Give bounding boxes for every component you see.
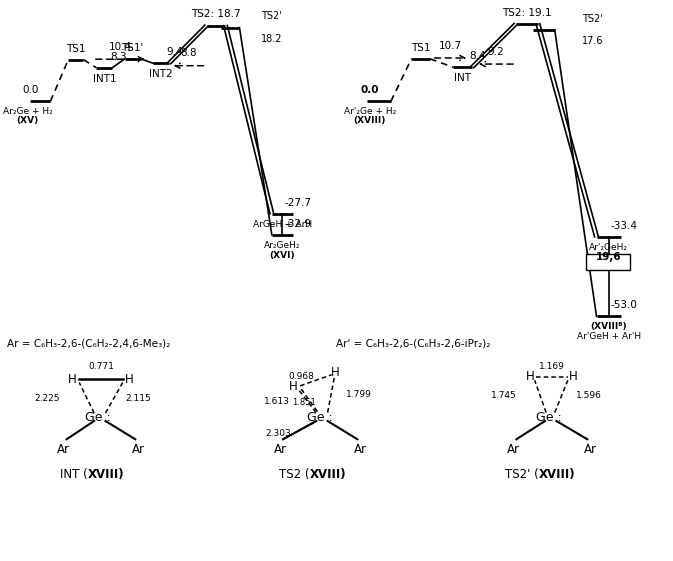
- Text: XVIII): XVIII): [87, 468, 124, 481]
- Text: 1.613: 1.613: [264, 397, 290, 406]
- Text: TS2': TS2': [261, 11, 282, 21]
- Text: 8.8: 8.8: [180, 48, 197, 58]
- Text: INT1: INT1: [92, 74, 116, 84]
- Text: Ar₂Ge + H₂: Ar₂Ge + H₂: [3, 108, 52, 117]
- Text: XVIII): XVIII): [310, 468, 346, 481]
- Text: (XV): (XV): [17, 116, 39, 125]
- Text: 8.4: 8.4: [469, 51, 486, 61]
- Text: 1.596: 1.596: [576, 392, 602, 401]
- Text: Ge :: Ge :: [85, 411, 110, 424]
- Text: 8.3: 8.3: [110, 52, 127, 62]
- Text: H: H: [526, 370, 534, 384]
- Text: 1.169: 1.169: [539, 362, 565, 371]
- Text: TS2': TS2': [582, 14, 603, 24]
- Text: Ar: Ar: [132, 443, 145, 456]
- Text: 0.968: 0.968: [289, 372, 314, 381]
- Text: 2.225: 2.225: [34, 394, 60, 403]
- Text: INT2: INT2: [149, 70, 173, 79]
- Text: INT: INT: [454, 73, 471, 84]
- Bar: [586, 254, 630, 270]
- Text: Ar'₂Ge + H₂: Ar'₂Ge + H₂: [344, 108, 396, 117]
- Text: Ar: Ar: [583, 443, 597, 456]
- Text: TS2: 18.7: TS2: 18.7: [191, 10, 241, 20]
- Text: 2.303: 2.303: [266, 429, 291, 438]
- Text: H: H: [125, 373, 134, 385]
- Text: 10.4: 10.4: [109, 42, 132, 52]
- Text: (XVIII): (XVIII): [354, 116, 386, 125]
- Text: -53.0: -53.0: [611, 300, 638, 310]
- Text: 9.2: 9.2: [488, 47, 504, 57]
- Text: XVIII): XVIII): [538, 468, 575, 481]
- Text: 1.851: 1.851: [293, 398, 316, 407]
- Text: H: H: [331, 366, 340, 379]
- Text: -27.7: -27.7: [284, 197, 311, 208]
- Text: TS2 (: TS2 (: [279, 468, 310, 481]
- Text: 10.7: 10.7: [439, 41, 462, 50]
- Text: -33.4: -33.4: [611, 220, 638, 231]
- Text: TS2' (: TS2' (: [505, 468, 538, 481]
- Text: Ar: Ar: [274, 443, 287, 456]
- Text: 1.745: 1.745: [491, 392, 516, 401]
- Text: 18.2: 18.2: [261, 34, 283, 44]
- Text: 0.0: 0.0: [22, 85, 38, 95]
- Text: H: H: [68, 373, 77, 385]
- Text: (XVI): (XVI): [269, 251, 295, 260]
- Text: -32.9: -32.9: [284, 219, 311, 229]
- Text: 17.6: 17.6: [581, 36, 603, 46]
- Text: 19,6: 19,6: [596, 251, 621, 261]
- Text: Ar = C₆H₃-2,6-(C₆H₂-2,4,6-Me₃)₂: Ar = C₆H₃-2,6-(C₆H₂-2,4,6-Me₃)₂: [7, 338, 170, 348]
- Text: Ar₂GeH₂: Ar₂GeH₂: [264, 241, 300, 250]
- Text: TS1: TS1: [66, 44, 85, 53]
- Text: 1.799: 1.799: [346, 390, 371, 399]
- Text: INT (: INT (: [60, 468, 87, 481]
- Text: 2.115: 2.115: [125, 394, 151, 403]
- Text: Ge :: Ge :: [536, 411, 561, 424]
- Text: 9.4: 9.4: [167, 47, 184, 57]
- Text: H: H: [289, 380, 297, 393]
- Text: TS1': TS1': [122, 43, 144, 53]
- Text: Ar: Ar: [57, 443, 70, 456]
- Text: (XVIIIᴮ): (XVIIIᴮ): [590, 323, 627, 332]
- Text: H: H: [569, 370, 578, 384]
- Text: Ar'₂GeH₂: Ar'₂GeH₂: [589, 243, 628, 252]
- Text: 0.771: 0.771: [88, 362, 114, 371]
- Text: Ar: Ar: [507, 443, 520, 456]
- Text: ArGeH + ArH: ArGeH + ArH: [252, 220, 312, 229]
- Text: Ar' = C₆H₃-2,6-(C₆H₃-2,6-iPr₂)₂: Ar' = C₆H₃-2,6-(C₆H₃-2,6-iPr₂)₂: [336, 338, 491, 348]
- Text: Ar: Ar: [354, 443, 367, 456]
- Text: Ar'GeH + Ar'H: Ar'GeH + Ar'H: [577, 332, 641, 341]
- Text: 0.0: 0.0: [361, 85, 379, 95]
- Text: TS1: TS1: [411, 43, 431, 53]
- Text: Ge :: Ge :: [307, 411, 332, 424]
- Text: TS2: 19.1: TS2: 19.1: [502, 8, 552, 18]
